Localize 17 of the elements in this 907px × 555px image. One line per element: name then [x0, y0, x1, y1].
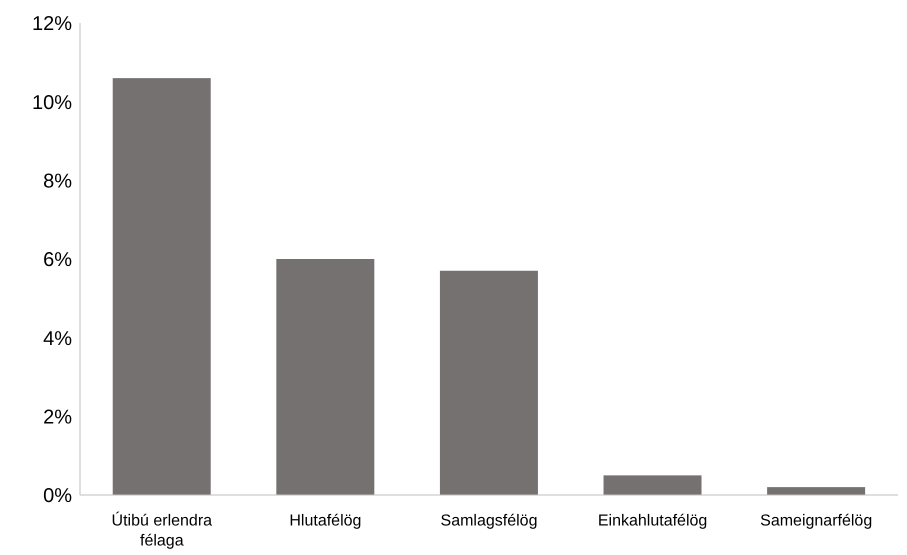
bar: [276, 259, 374, 495]
y-tick-label: 0%: [43, 485, 72, 508]
y-tick-label: 10%: [32, 92, 72, 114]
y-tick-label: 12%: [32, 13, 72, 36]
x-tick-label: Einkahlutafélög: [598, 512, 708, 530]
x-tick-label: Hlutafélög: [289, 512, 362, 530]
bar: [112, 78, 211, 495]
bar: [767, 487, 866, 495]
x-tick-label: Sameignarfélög: [760, 512, 872, 530]
y-tick-label: 6%: [43, 249, 72, 272]
y-tick-label: 2%: [43, 406, 72, 428]
bar: [440, 270, 538, 495]
x-tick-label: Útibú erlendra félaga: [112, 511, 212, 550]
bar: [604, 475, 702, 495]
x-tick-label: Samlagsfélög: [440, 512, 538, 530]
y-tick-label: 8%: [43, 170, 72, 192]
y-tick-label: 4%: [43, 328, 72, 350]
